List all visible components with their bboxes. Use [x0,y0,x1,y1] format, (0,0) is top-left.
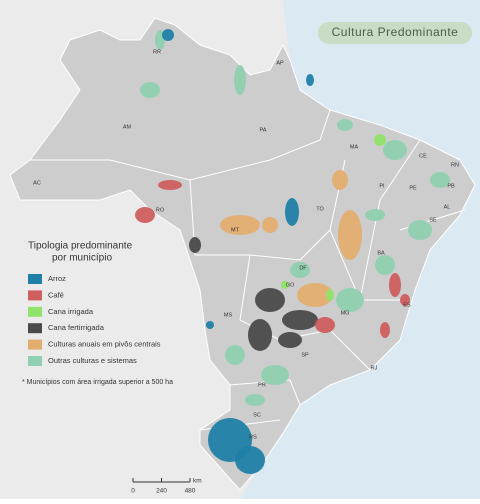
state-label: BA [377,250,385,256]
legend-label: Culturas anuais em pivôs centrais [48,340,161,349]
region-blob [332,170,348,190]
region-blob [262,217,278,233]
legend-swatch [28,306,42,317]
state-label: PR [258,382,266,388]
scale-bar: 0 240 480 km [131,478,201,495]
state-label: AC [33,180,41,186]
scale-label: 240 [156,488,167,495]
region-blob [189,237,201,253]
state-label: PA [260,127,267,133]
state-label: RR [153,49,161,55]
state-label: PI [379,183,385,189]
region-blob [297,283,333,307]
state-label: SE [429,217,437,223]
region-blob [206,321,214,329]
scale-unit: km [193,478,202,485]
legend-title: por município [52,253,112,264]
region-blob [408,220,432,240]
region-blob [140,82,160,98]
region-blob [158,180,182,190]
region-blob [374,134,386,146]
region-blob [135,207,155,223]
legend-label: Arroz [48,274,66,283]
state-label: PB [447,183,455,189]
state-label: RS [249,434,257,440]
scale-label: 0 [131,488,135,495]
state-label: RN [451,162,459,168]
legend-label: Cana irrigada [48,307,94,316]
region-blob [245,394,265,406]
scale-label: 480 [185,488,196,495]
legend-label: Cana fertirrigada [48,323,105,332]
state-label: RO [156,207,165,213]
region-blob [380,322,390,338]
region-blob [278,332,302,348]
brazil [9,17,476,491]
sea [240,0,480,499]
region-blob [337,119,353,131]
region-blob [235,446,265,474]
state-label: MT [231,227,240,233]
region-blob [162,29,174,41]
state-label: AM [123,124,132,130]
state-labels: RR AP AM PA MA CE RN PB PE AL SE PI BA TO MT RO AC GO DF MG… [33,49,459,440]
region-blob [338,210,362,260]
legend-label: Outras culturas e sistemas [48,356,137,365]
state-label: TO [316,206,324,212]
legend-swatch [28,274,42,284]
region-blob [255,288,285,312]
region-blob [315,317,335,333]
region-blob [400,294,410,306]
state-label: SP [301,352,309,358]
state-label: RJ [371,365,378,371]
region-blob [248,319,272,351]
state-label: MA [350,144,359,150]
state-label: GO [286,282,295,288]
state-label: AP [276,60,284,66]
region-blob [281,281,289,289]
region-blob [306,74,314,86]
region-blob [234,65,246,95]
region-blob [225,345,245,365]
region-blob [282,310,318,330]
title-box [318,22,472,44]
regions [135,29,450,474]
note: * Municípios com área irrigada superior … [22,379,173,386]
region-blob [326,289,334,301]
region-blob [389,273,401,297]
legend-swatch [28,290,42,301]
state-label: MG [341,310,350,316]
state-label: SC [253,412,261,418]
region-blob [430,172,450,188]
region-blob [261,365,289,385]
region-blob [290,262,310,278]
legend-swatch [28,323,42,334]
region-blob [220,215,260,235]
region-blob [285,198,299,226]
state-label: DF [299,265,307,271]
region-blob [365,209,385,221]
state-label: PE [409,185,417,191]
state-label: MS [224,312,233,318]
legend: Arroz Café Cana irrigada Cana fertirrigada C… [28,274,161,366]
state-label: ES [403,302,411,308]
region-blob [336,288,364,312]
state-label: AL [444,204,451,210]
legend-label: Café [48,290,64,299]
region-blob [383,140,407,160]
state-label: CE [419,153,427,159]
legend-swatch [28,356,42,366]
title: Cultura Predominante [332,25,459,39]
legend-title: Tipologia predominante [28,241,133,252]
region-blob [375,255,395,275]
legend-swatch [28,339,42,350]
